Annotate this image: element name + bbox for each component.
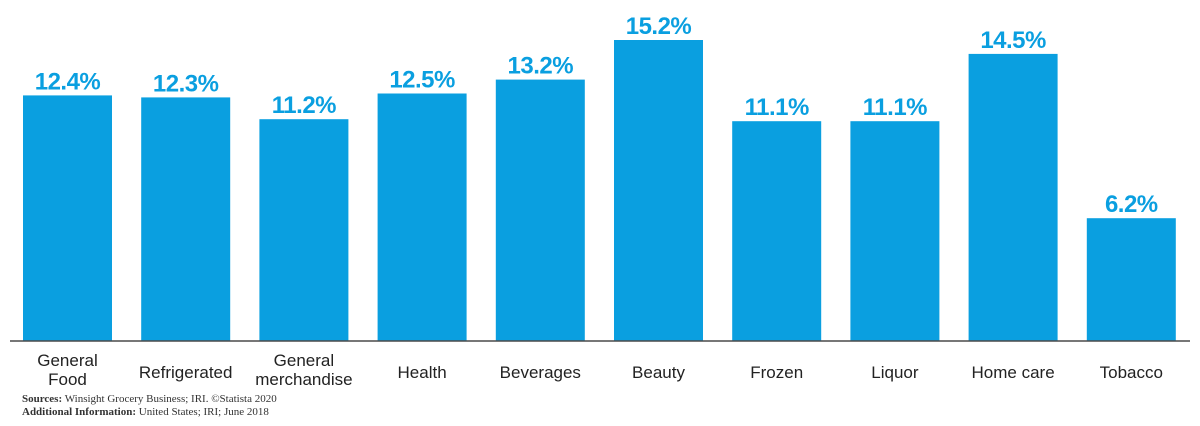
category-label-liquor: Liquor [871,363,919,382]
value-label-refrigerated: 12.3% [153,70,219,97]
value-label-beverages: 13.2% [508,53,574,80]
category-label-general-food: General Food [37,351,97,389]
bar-health [377,93,467,341]
category-labels: General Food Refrigerated General merchandis… [37,351,1163,389]
category-label-refrigerated: Refrigerated [139,363,233,382]
info-text: United States; IRI; June 2018 [136,406,269,418]
bar-liquor [850,121,940,341]
footer-additional-info: Additional Information: United States; I… [22,406,269,419]
category-label-tobacco: Tobacco [1100,363,1163,382]
category-label-beverages: Beverages [500,363,581,382]
bar-refrigerated [141,97,231,342]
info-label: Additional Information: [22,406,136,418]
bar-frozen [732,121,822,341]
bar-home-care [968,53,1058,342]
value-label-health: 12.5% [389,67,455,94]
category-label-beauty: Beauty [632,363,685,382]
category-label-health: Health [398,363,447,382]
value-label-general-merchandise: 11.2% [272,92,336,119]
value-label-tobacco: 6.2% [1105,191,1158,218]
sources-label: Sources: [22,393,63,405]
footer-sources: Sources: Winsight Grocery Business; IRI.… [22,393,277,406]
value-label-beauty: 15.2% [626,13,692,40]
bar-general-food [23,95,112,342]
bar-beauty [614,40,703,341]
value-label-frozen: 11.1% [745,94,809,121]
bars [23,40,1176,342]
bar-chart: 12.4% 12.3% 11.2% 12.5% 13.2% 15.2% 11.1% 11.1%… [10,13,1190,389]
bar-beverages [495,79,585,341]
category-label-home-care: Home care [972,363,1055,382]
value-label-general-food: 12.4% [35,68,101,95]
value-label-home-care: 14.5% [980,27,1046,54]
value-labels: 12.4% 12.3% 11.2% 12.5% 13.2% 15.2% 11.1% 11.1%… [35,13,1159,218]
sources-text: Winsight Grocery Business; IRI. ©Statist… [62,393,277,405]
value-label-liquor: 11.1% [863,94,927,121]
category-label-frozen: Frozen [750,363,803,382]
category-label-general-merchandise: General merchandise [255,351,352,389]
bar-general-merchandise [259,119,349,341]
bar-tobacco [1086,218,1176,341]
